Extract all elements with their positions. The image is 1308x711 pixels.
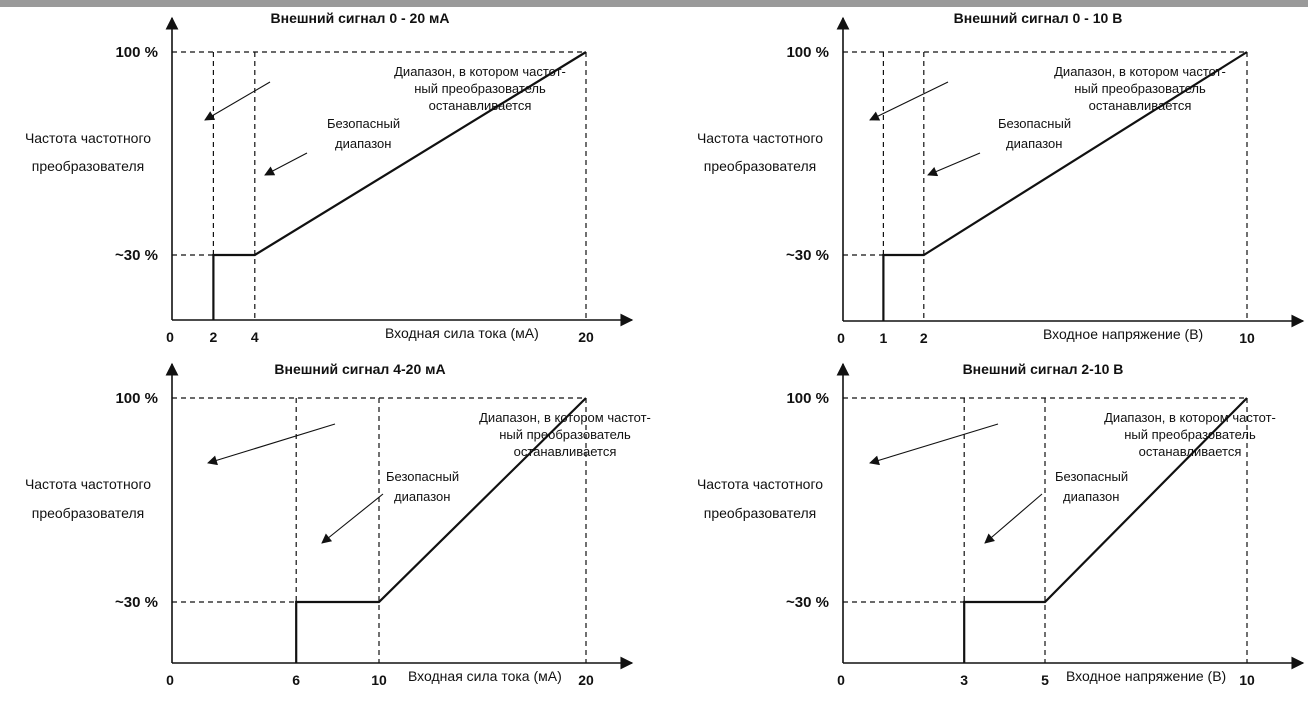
x-tick-start: 3 — [960, 672, 968, 688]
y-axis-label-line2: преобразователя — [704, 158, 817, 174]
chart-title: Внешний сигнал 4-20 мА — [274, 361, 445, 377]
x-tick-knee: 2 — [920, 330, 928, 346]
chart-title: Внешний сигнал 0 - 20 мА — [271, 10, 450, 26]
chart-panel-2: Внешний сигнал 0 - 10 В 100 % ~30 % Частота… — [697, 10, 1305, 346]
x-tick-0: 0 — [837, 330, 845, 346]
x-tick-knee: 5 — [1041, 672, 1049, 688]
x-tick-0: 0 — [837, 672, 845, 688]
x-axis-label: Входное напряжение (В) — [1066, 668, 1226, 684]
x-tick-max: 10 — [1239, 330, 1255, 346]
stop-range-note-line3: останавливается — [1139, 444, 1242, 459]
y-axis-label-line1: Частота частотного — [25, 476, 151, 492]
x-axis-label: Входная сила тока (мА) — [385, 325, 539, 341]
safe-range-note-line1: Безопасный — [327, 116, 400, 131]
safe-range-note-line1: Безопасный — [386, 469, 459, 484]
stop-range-arrow — [207, 423, 336, 466]
stop-range-note-line1: Диапазон, в котором частот- — [1054, 64, 1226, 79]
x-tick-0: 0 — [166, 329, 174, 345]
stop-range-note-line3: останавливается — [1089, 98, 1192, 113]
safe-range-arrow — [927, 152, 981, 177]
frequency-curve — [212, 51, 587, 320]
x-tick-max: 20 — [578, 672, 594, 688]
y-tick-100: 100 % — [786, 44, 829, 61]
stop-range-arrow — [869, 81, 949, 121]
y-axis-label-line1: Частота частотного — [697, 130, 823, 146]
x-tick-max: 20 — [578, 329, 594, 345]
x-tick-0: 0 — [166, 672, 174, 688]
y-tick-30: ~30 % — [115, 594, 158, 611]
y-tick-100: 100 % — [115, 390, 158, 407]
stop-range-note-line1: Диапазон, в котором частот- — [1104, 410, 1276, 425]
x-tick-start: 6 — [292, 672, 300, 688]
y-tick-100: 100 % — [115, 44, 158, 61]
y-tick-30: ~30 % — [786, 594, 829, 611]
chart-title: Внешний сигнал 0 - 10 В — [954, 10, 1123, 26]
y-axis-label-line2: преобразователя — [704, 505, 817, 521]
chart-panel-4: Внешний сигнал 2-10 В 100 % ~30 % Частота ч… — [697, 361, 1305, 688]
stop-range-note-line2: ный преобразователь — [1074, 81, 1206, 96]
x-axis-label: Входная сила тока (мА) — [408, 668, 562, 684]
safe-range-note-line2: диапазон — [1006, 136, 1062, 151]
x-tick-start: 2 — [210, 329, 218, 345]
x-axis-label: Входное напряжение (В) — [1043, 326, 1203, 342]
y-tick-30: ~30 % — [115, 247, 158, 264]
stop-range-note-line2: ный преобразователь — [414, 81, 546, 96]
stop-range-note-line2: ный преобразователь — [499, 427, 631, 442]
y-axis-label-line1: Частота частотного — [697, 476, 823, 492]
x-tick-start: 1 — [880, 330, 888, 346]
frequency-curve — [295, 397, 587, 663]
stop-range-note-line3: останавливается — [514, 444, 617, 459]
safe-range-arrow — [984, 493, 1043, 544]
stop-range-arrow — [869, 423, 999, 466]
safe-range-arrow — [264, 152, 308, 176]
y-axis-label-line1: Частота частотного — [25, 130, 151, 146]
y-axis-label-line2: преобразователя — [32, 158, 145, 174]
stop-range-note-line1: Диапазон, в котором частот- — [479, 410, 651, 425]
y-axis-label-line2: преобразователя — [32, 505, 145, 521]
chart-title: Внешний сигнал 2-10 В — [963, 361, 1124, 377]
top-bar — [0, 0, 1308, 7]
y-tick-100: 100 % — [786, 390, 829, 407]
stop-range-note-line2: ный преобразователь — [1124, 427, 1256, 442]
safe-range-note-line1: Безопасный — [998, 116, 1071, 131]
x-tick-max: 10 — [1239, 672, 1255, 688]
safe-range-arrow — [321, 493, 384, 544]
chart-panel-1: Внешний сигнал 0 - 20 мА 100 % ~30 % Частот… — [25, 10, 634, 345]
stop-range-note-line1: Диапазон, в котором частот- — [394, 64, 566, 79]
x-tick-knee: 10 — [371, 672, 387, 688]
safe-range-note-line2: диапазон — [1063, 489, 1119, 504]
frequency-curve — [882, 51, 1248, 321]
stop-range-arrow — [204, 81, 271, 121]
y-tick-30: ~30 % — [786, 247, 829, 264]
frequency-curve — [963, 397, 1248, 663]
chart-panel-3: Внешний сигнал 4-20 мА 100 % ~30 % Частота … — [25, 361, 651, 688]
safe-range-note-line1: Безопасный — [1055, 469, 1128, 484]
x-tick-knee: 4 — [251, 329, 259, 345]
safe-range-note-line2: диапазон — [335, 136, 391, 151]
stop-range-note-line3: останавливается — [429, 98, 532, 113]
safe-range-note-line2: диапазон — [394, 489, 450, 504]
